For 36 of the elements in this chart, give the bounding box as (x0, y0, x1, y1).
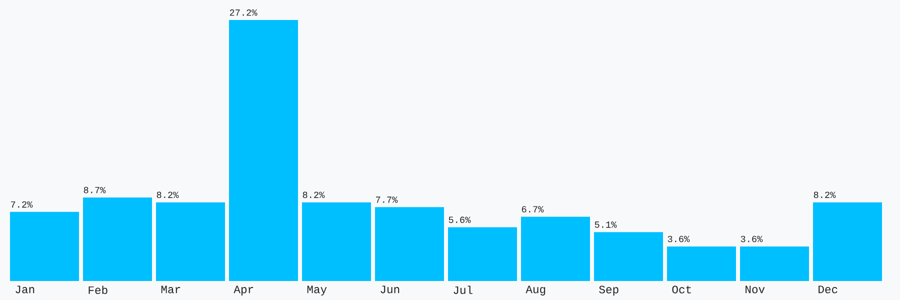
data-label: 3.6% (668, 236, 690, 242)
x-tick-label: Jun (380, 286, 400, 294)
x-tick-label: Mar (161, 286, 180, 294)
x-tick-label: Dec (818, 286, 838, 294)
bar (229, 20, 298, 281)
x-tick-label: Aug (526, 286, 546, 296)
x-tick-label: Nov (746, 286, 765, 294)
x-tick-label: May (307, 286, 327, 296)
data-label: 27.2% (230, 9, 258, 16)
bar (83, 198, 152, 281)
data-label: 7.2% (10, 201, 33, 208)
bar (448, 227, 518, 281)
bar (375, 207, 444, 281)
x-tick-label: Jul (454, 286, 472, 294)
data-label: 8.2% (156, 192, 179, 198)
x-tick-label: Sep (599, 286, 618, 296)
bar (594, 232, 664, 281)
data-label: 8.2% (814, 192, 836, 198)
data-label: 5.6% (448, 216, 471, 223)
x-tick-label: Oct (672, 286, 691, 294)
bar (10, 212, 79, 281)
bar (813, 202, 882, 281)
data-label: 5.1% (594, 221, 617, 228)
bar (740, 246, 810, 281)
data-label: 8.2% (302, 192, 325, 198)
data-label: 6.7% (522, 206, 544, 212)
bar (521, 216, 590, 281)
x-tick-label: Apr (234, 286, 254, 296)
data-label: 8.7% (84, 186, 106, 194)
bar (667, 246, 736, 281)
x-tick-label: Feb (88, 286, 108, 294)
bar (302, 202, 372, 281)
data-label: 3.6% (740, 236, 763, 242)
bar (156, 202, 225, 281)
data-label: 7.7% (376, 196, 398, 203)
x-tick-label: Jan (16, 286, 34, 294)
